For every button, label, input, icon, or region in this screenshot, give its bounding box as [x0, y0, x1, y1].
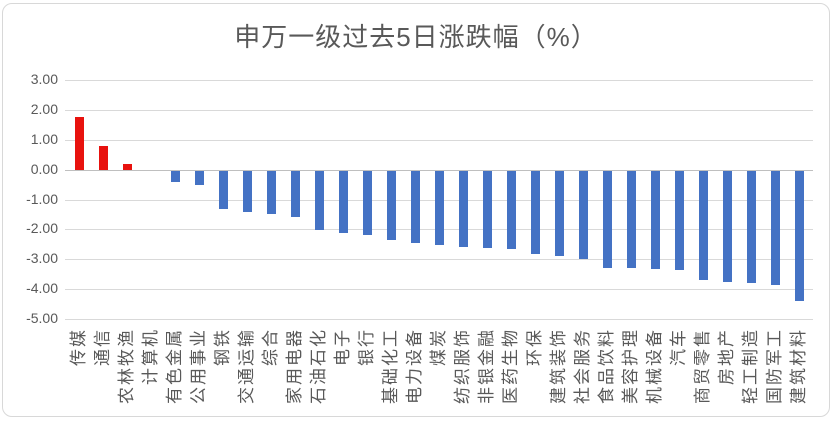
x-axis-label: 汽车: [669, 328, 688, 366]
x-axis-label: 钢铁: [213, 328, 232, 366]
x-axis-label: 传媒: [69, 328, 88, 366]
bar: [386, 170, 396, 240]
x-axis-label: 食品饮料: [597, 328, 616, 404]
bar: [626, 170, 636, 269]
y-axis-tick-label: -4.00: [26, 280, 58, 297]
x-axis-label: 交通运输: [237, 328, 256, 404]
x-axis-label: 家用电器: [285, 328, 304, 404]
x-axis-label: 纺织服饰: [453, 328, 472, 404]
y-axis-tick-label: -2.00: [26, 220, 58, 237]
x-axis-label: 通信: [93, 328, 112, 366]
bar: [578, 170, 588, 260]
x-axis-label: 商贸零售: [693, 328, 712, 404]
bar: [602, 170, 612, 269]
chart-title: 申万一级过去5日涨跌幅（%）: [234, 22, 598, 52]
x-axis-label: 农林牧渔: [117, 328, 136, 404]
gridline: [65, 259, 813, 261]
x-axis-label: 国防军工: [765, 328, 784, 404]
bar: [794, 170, 804, 302]
x-axis-label: 房地产: [717, 328, 736, 385]
bar: [194, 170, 204, 185]
x-axis-label: 建筑材料: [789, 328, 808, 404]
x-axis-label: 非银金融: [477, 328, 496, 404]
x-axis-label: 建筑装饰: [549, 328, 568, 404]
x-axis-label: 轻工制造: [741, 328, 760, 404]
x-axis-label: 机械设备: [645, 328, 664, 404]
gridline: [65, 289, 813, 291]
bar: [74, 117, 84, 170]
gridline: [65, 319, 813, 320]
y-axis-tick-label: -1.00: [26, 190, 58, 207]
bar: [434, 170, 444, 245]
chart-frame: 申万一级过去5日涨跌幅（%） 3.00 2.00 1.00 0.00 -1.00 -2.0…: [2, 3, 830, 417]
gridline: [65, 109, 813, 111]
x-axis-label: 有色金属: [165, 328, 184, 404]
x-axis-label: 电力设备: [405, 328, 424, 404]
x-axis-label: 社会服务: [573, 328, 592, 404]
bar: [554, 170, 564, 257]
bar: [722, 170, 732, 282]
bar: [290, 170, 300, 217]
plot-area: 3.00 2.00 1.00 0.00 -1.00 -2.00 -3.00 -4.00 -5.0…: [3, 4, 833, 425]
bar: [410, 170, 420, 243]
y-axis-tick-label: -5.00: [26, 310, 58, 326]
bar: [482, 170, 492, 248]
y-axis-tick-label: 3.00: [30, 71, 58, 87]
bar: [506, 170, 516, 250]
gridline: [65, 139, 813, 141]
bar: [266, 170, 276, 214]
y-axis-tick-label: 2.00: [30, 100, 58, 117]
bar: [242, 170, 252, 212]
bar: [98, 145, 108, 170]
bar: [338, 170, 348, 234]
x-axis-label: 医药生物: [501, 328, 520, 404]
x-axis-label: 基础化工: [381, 328, 400, 404]
y-axis-tick-label: -3.00: [26, 250, 58, 267]
bar: [122, 164, 132, 170]
gridline: [65, 80, 813, 81]
bar: [674, 170, 684, 270]
bar: [458, 170, 468, 247]
bar: [218, 170, 228, 209]
bar: [362, 170, 372, 236]
bar: [746, 170, 756, 283]
bar: [770, 170, 780, 286]
bar: [314, 170, 324, 231]
bar: [698, 170, 708, 281]
y-axis-tick-label: 0.00: [30, 160, 58, 177]
x-axis-label: 综合: [261, 328, 280, 366]
y-axis-tick-label: 1.00: [30, 130, 58, 147]
x-axis-label: 电子: [333, 328, 352, 366]
x-axis-label: 公用事业: [189, 328, 208, 404]
x-axis-line: [65, 169, 813, 171]
x-axis-label: 煤炭: [429, 328, 448, 366]
bar: [650, 170, 660, 269]
bar: [530, 170, 540, 254]
x-axis-label: 计算机: [141, 328, 160, 385]
x-axis-label: 石油石化: [309, 328, 328, 404]
x-axis-label: 美容护理: [621, 328, 640, 404]
bar: [170, 170, 180, 183]
x-axis-label: 银行: [357, 328, 376, 366]
x-axis-label: 环保: [525, 328, 544, 366]
